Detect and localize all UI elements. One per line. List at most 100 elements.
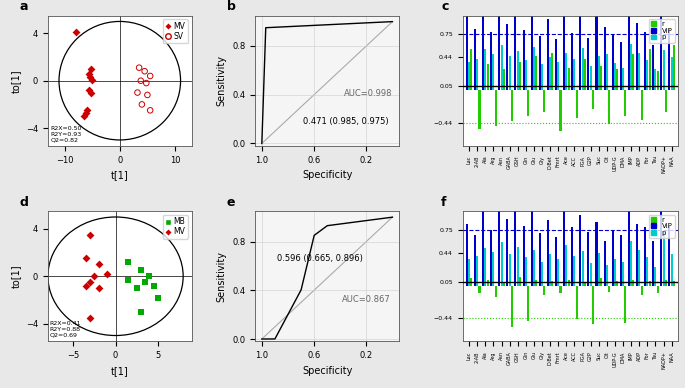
Bar — [636, 23, 638, 90]
Bar — [595, 222, 597, 286]
Bar — [560, 286, 562, 293]
Point — [148, 282, 159, 289]
Point — [78, 113, 89, 120]
Bar — [474, 235, 476, 286]
Bar — [565, 53, 567, 90]
Bar — [592, 286, 594, 324]
Bar — [551, 53, 553, 90]
Bar — [640, 286, 643, 294]
Bar — [543, 286, 545, 294]
Point — [85, 74, 96, 80]
Bar — [535, 57, 537, 90]
Bar — [652, 241, 654, 286]
Bar — [551, 281, 553, 286]
Bar — [495, 90, 497, 126]
Bar — [580, 0, 582, 90]
Bar — [506, 24, 508, 90]
Point — [70, 29, 81, 35]
Bar — [673, 281, 675, 286]
Bar — [580, 215, 582, 286]
Bar — [590, 66, 592, 90]
Text: AUC=0.998: AUC=0.998 — [345, 89, 393, 98]
Bar — [638, 250, 640, 286]
Bar — [587, 232, 589, 286]
Bar — [541, 262, 543, 286]
Bar — [622, 68, 624, 90]
Bar — [563, 8, 565, 90]
Bar — [568, 280, 570, 286]
Bar — [647, 60, 649, 90]
Bar — [644, 227, 646, 286]
Bar — [662, 50, 664, 90]
Bar — [484, 49, 486, 90]
Bar — [490, 32, 493, 90]
Text: e: e — [227, 196, 235, 209]
Bar — [525, 257, 527, 286]
Legend: r, VIP, p: r, VIP, p — [649, 215, 675, 238]
Bar — [531, 0, 533, 90]
Bar — [654, 267, 656, 286]
Bar — [533, 47, 535, 90]
Bar — [630, 44, 632, 90]
Bar — [600, 66, 602, 90]
Bar — [514, 4, 516, 90]
Bar — [523, 226, 525, 286]
Bar — [595, 16, 597, 90]
Text: d: d — [19, 196, 28, 209]
Y-axis label: to[1]: to[1] — [10, 69, 21, 92]
Text: 0.596 (0.665, 0.896): 0.596 (0.665, 0.896) — [277, 254, 363, 263]
Bar — [479, 90, 480, 129]
Bar — [590, 263, 592, 286]
Bar — [649, 281, 651, 286]
Point — [145, 107, 155, 113]
Bar — [523, 30, 525, 90]
Bar — [644, 32, 646, 90]
Text: AUC=0.867: AUC=0.867 — [342, 295, 390, 304]
Bar — [549, 57, 551, 90]
Bar — [624, 90, 626, 116]
Bar — [671, 254, 673, 286]
Bar — [516, 51, 519, 90]
Bar — [652, 45, 654, 90]
Bar — [614, 63, 616, 90]
Bar — [665, 280, 667, 286]
Bar — [516, 247, 519, 286]
Bar — [560, 90, 562, 131]
Bar — [525, 60, 527, 90]
Point — [139, 68, 150, 74]
X-axis label: t[1]: t[1] — [111, 170, 129, 180]
Point — [144, 273, 155, 279]
Bar — [612, 34, 614, 90]
Bar — [509, 254, 510, 286]
Bar — [563, 196, 565, 286]
Point — [136, 78, 147, 84]
Bar — [503, 282, 505, 286]
Bar — [603, 27, 606, 90]
Bar — [468, 62, 470, 90]
Bar — [582, 48, 584, 90]
Bar — [498, 0, 500, 90]
Point — [93, 261, 104, 267]
Text: 0.471 (0.985, 0.975): 0.471 (0.985, 0.975) — [303, 117, 389, 126]
Bar — [606, 265, 608, 286]
Bar — [608, 286, 610, 291]
Bar — [665, 90, 667, 113]
Bar — [466, 12, 468, 90]
Bar — [531, 211, 533, 286]
Bar — [657, 286, 659, 293]
Bar — [557, 260, 559, 286]
Bar — [662, 232, 664, 286]
Point — [142, 92, 153, 98]
Bar — [501, 45, 503, 90]
Bar — [657, 71, 659, 90]
Bar — [527, 286, 529, 321]
Bar — [608, 90, 610, 123]
Bar — [533, 250, 535, 286]
Bar — [669, 226, 671, 286]
Bar — [640, 90, 643, 120]
Bar — [476, 59, 478, 90]
X-axis label: t[1]: t[1] — [111, 366, 129, 376]
Bar — [511, 286, 513, 327]
X-axis label: Specificity: Specificity — [302, 170, 352, 180]
Bar — [573, 256, 575, 286]
